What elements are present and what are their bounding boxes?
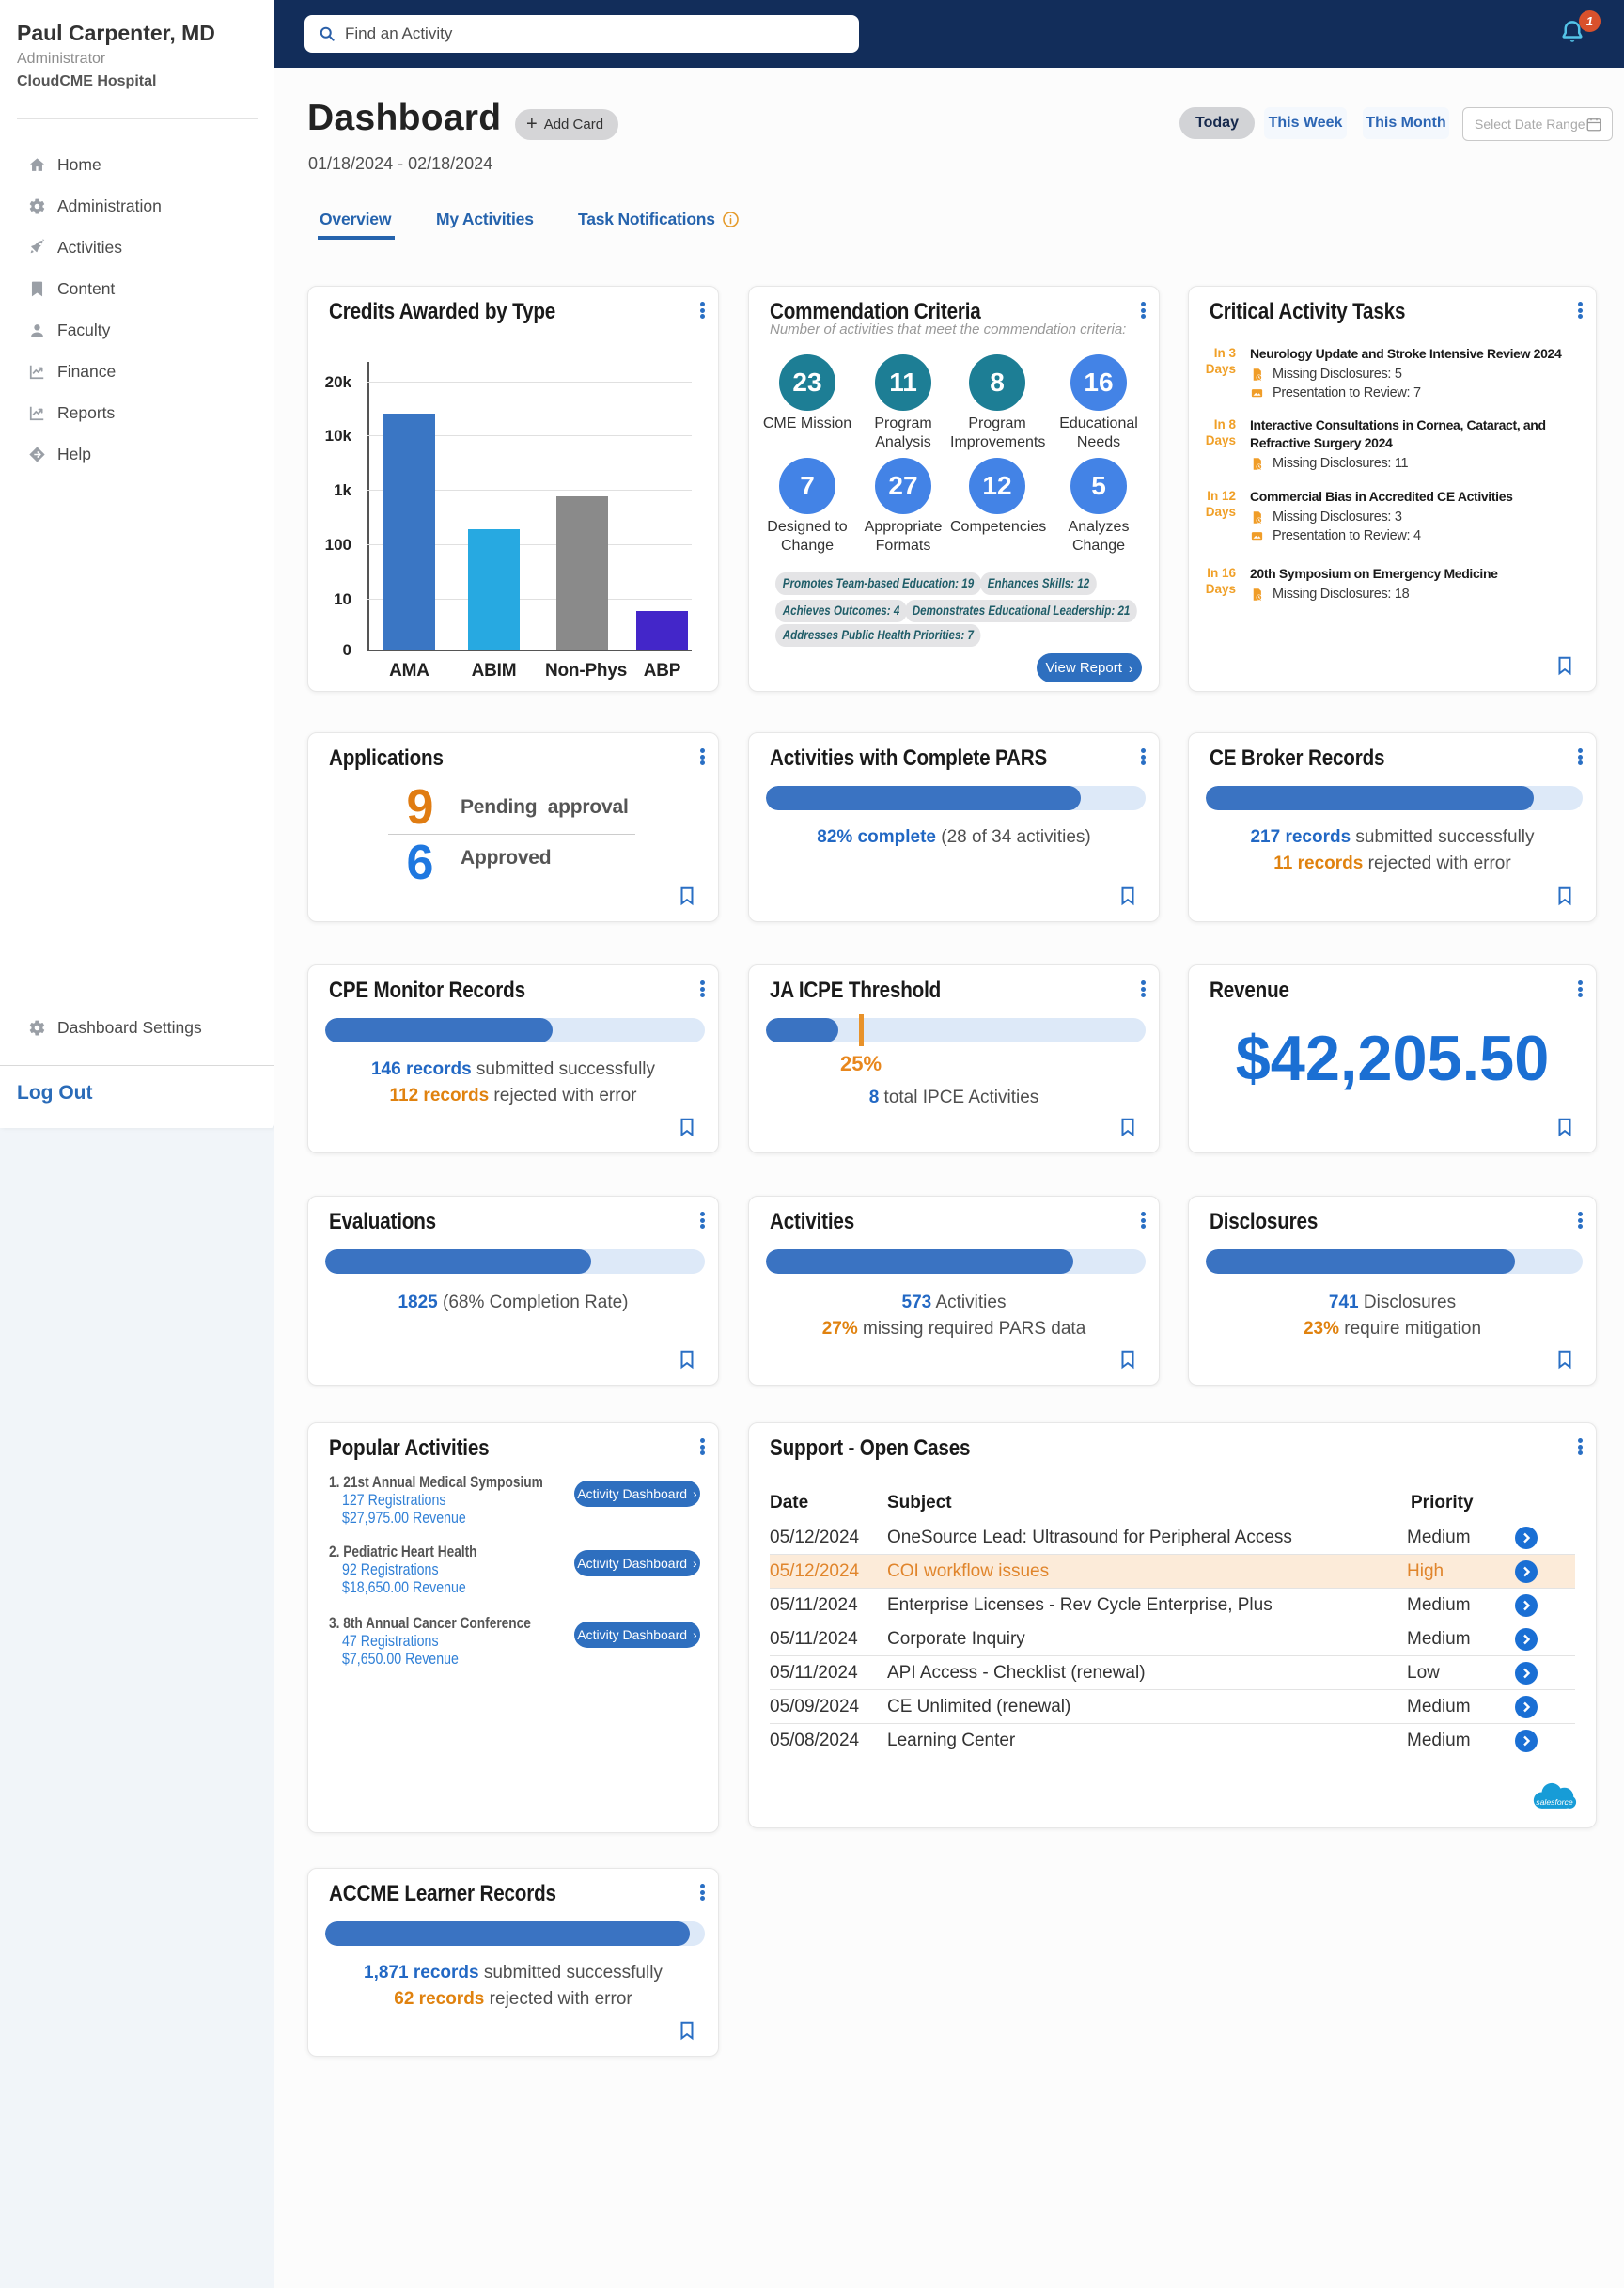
svg-text:salesforce: salesforce (1536, 1797, 1573, 1807)
